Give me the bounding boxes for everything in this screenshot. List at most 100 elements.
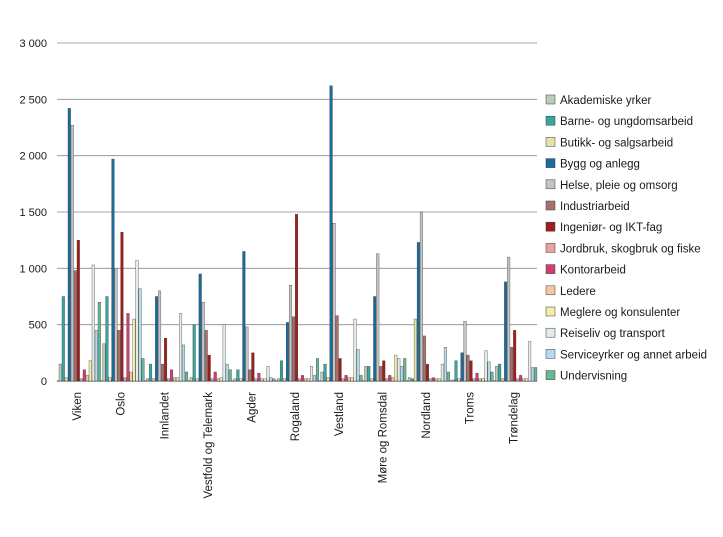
category-label: Innlandet bbox=[159, 391, 171, 439]
bar bbox=[189, 377, 193, 382]
bar bbox=[167, 378, 171, 382]
legend-swatch bbox=[545, 264, 556, 274]
bar bbox=[286, 322, 289, 382]
category-label: Møre og Romsdal bbox=[377, 392, 389, 483]
bar bbox=[269, 377, 273, 382]
legend-label: Kontorarbeid bbox=[560, 265, 626, 277]
legend-label: Ledere bbox=[560, 286, 596, 298]
legend-label: Ingeniør- og IKT-fag bbox=[560, 222, 662, 234]
bar bbox=[341, 378, 345, 382]
bar bbox=[443, 347, 447, 382]
bar bbox=[58, 363, 62, 382]
bar bbox=[320, 371, 324, 382]
category-label: Nordland bbox=[421, 392, 433, 439]
bar bbox=[76, 239, 80, 382]
legend-swatch bbox=[545, 179, 556, 190]
bar bbox=[236, 369, 240, 382]
bar bbox=[431, 377, 435, 382]
bar bbox=[245, 326, 249, 382]
bar bbox=[242, 251, 246, 382]
bar bbox=[126, 313, 130, 382]
bar bbox=[422, 335, 426, 382]
bar bbox=[158, 290, 162, 382]
bar bbox=[298, 378, 301, 382]
bar bbox=[475, 372, 479, 382]
bar bbox=[397, 358, 401, 382]
bar bbox=[507, 256, 511, 382]
bar bbox=[94, 330, 98, 382]
legend-swatch bbox=[545, 327, 556, 338]
bar bbox=[391, 377, 395, 382]
bar bbox=[280, 360, 283, 382]
bar bbox=[534, 367, 538, 382]
bar bbox=[179, 313, 183, 382]
bar bbox=[216, 378, 220, 382]
bar bbox=[519, 375, 523, 382]
legend-label: Bygg og anlegg bbox=[560, 159, 640, 171]
legend-label: Serviceyrker og annet arbeid bbox=[560, 349, 707, 361]
y-tick-label: 500 bbox=[29, 320, 47, 332]
legend-swatch bbox=[545, 158, 556, 168]
bar bbox=[248, 369, 252, 382]
legend-label: Helse, pleie og omsorg bbox=[560, 180, 678, 192]
bar bbox=[379, 366, 383, 382]
bar bbox=[138, 288, 142, 382]
bar bbox=[451, 379, 455, 382]
legend-swatch bbox=[545, 349, 556, 359]
bar bbox=[353, 318, 357, 382]
bar bbox=[185, 371, 189, 382]
bar bbox=[239, 378, 243, 382]
bar bbox=[382, 360, 386, 382]
bar bbox=[108, 377, 112, 382]
bars bbox=[58, 85, 538, 382]
category-label: Agder bbox=[247, 392, 259, 423]
legend-label: Jordbruk, skogbruk og fiske bbox=[560, 243, 701, 255]
y-tick-label: 1 000 bbox=[19, 263, 47, 275]
bar bbox=[277, 378, 280, 382]
bar bbox=[149, 363, 153, 382]
legend-label: Industriarbeid bbox=[560, 201, 630, 213]
bar bbox=[516, 378, 520, 382]
bar bbox=[260, 378, 264, 382]
bar bbox=[394, 354, 398, 382]
bar bbox=[484, 350, 488, 382]
legend-swatch bbox=[545, 200, 556, 211]
bar bbox=[522, 378, 526, 382]
legend-label: Undervisning bbox=[560, 371, 627, 383]
bar bbox=[222, 324, 226, 382]
bar bbox=[413, 318, 417, 382]
bar bbox=[176, 377, 180, 382]
legend-swatch bbox=[545, 370, 556, 380]
bar bbox=[251, 352, 255, 382]
bar bbox=[85, 375, 89, 382]
category-label: Vestfold og Telemark bbox=[203, 392, 215, 499]
bar bbox=[225, 363, 229, 382]
x-axis-categories: Viken Oslo Innlandet Vestfold og Telemark Ag… bbox=[72, 391, 520, 498]
bar bbox=[478, 378, 482, 382]
bar bbox=[356, 349, 360, 382]
bar bbox=[207, 354, 211, 382]
bar bbox=[105, 296, 109, 382]
y-tick-label: 2 000 bbox=[19, 151, 47, 163]
bar bbox=[531, 367, 535, 382]
bar bbox=[111, 158, 115, 382]
bar bbox=[370, 378, 374, 382]
bar bbox=[376, 253, 380, 382]
bar bbox=[528, 341, 532, 382]
bar bbox=[79, 378, 83, 382]
bar bbox=[329, 85, 333, 382]
bar bbox=[344, 375, 348, 382]
bar bbox=[440, 363, 444, 382]
bar bbox=[501, 378, 505, 382]
y-tick-label: 1 500 bbox=[19, 207, 47, 219]
legend-swatch bbox=[545, 221, 556, 232]
bar bbox=[263, 378, 267, 382]
category-label: Troms bbox=[465, 392, 477, 424]
bar bbox=[364, 366, 368, 382]
bar bbox=[510, 347, 514, 382]
legend-label: Meglere og konsulenter bbox=[560, 307, 680, 319]
bar bbox=[204, 330, 208, 382]
bar bbox=[388, 375, 392, 382]
bar bbox=[460, 352, 464, 382]
bar bbox=[446, 371, 450, 382]
